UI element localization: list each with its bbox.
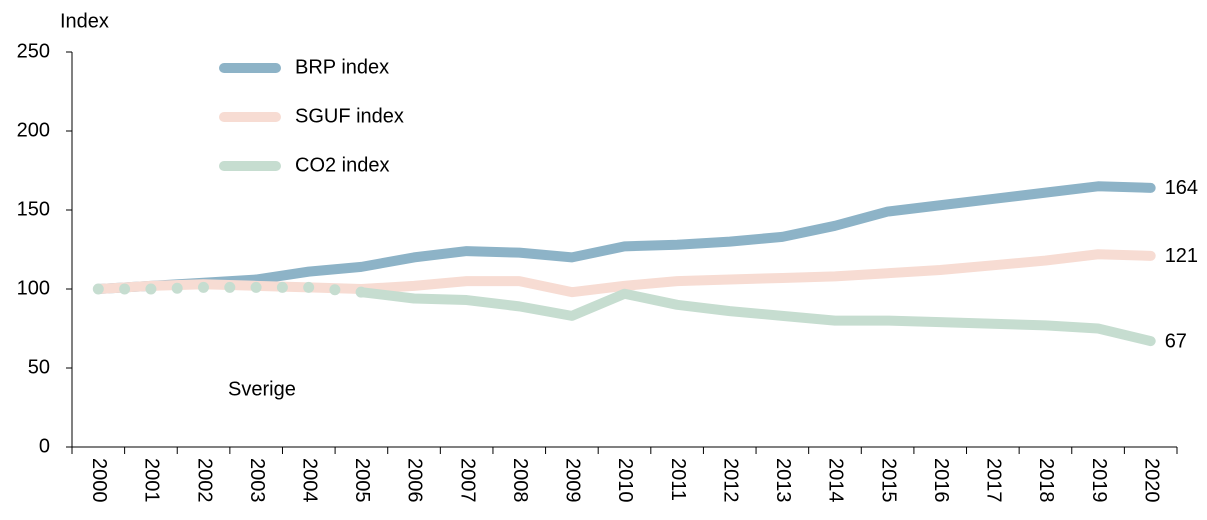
y-tick-label: 0 xyxy=(39,435,50,457)
x-tick-label: 2006 xyxy=(404,458,426,503)
x-tick-label: 2019 xyxy=(1088,458,1110,503)
x-tick-label: 2011 xyxy=(667,458,689,501)
legend-label: SGUF index xyxy=(295,105,404,127)
x-tick-label: 2009 xyxy=(562,458,584,503)
x-tick-label: 2003 xyxy=(246,458,268,503)
x-tick-label: 2012 xyxy=(719,458,741,503)
x-tick-label: 2001 xyxy=(141,458,163,503)
y-tick-label: 150 xyxy=(17,198,50,220)
line xyxy=(93,181,1156,294)
x-tick-label: 2002 xyxy=(193,458,215,503)
line-dotted xyxy=(92,281,367,298)
end-label: 67 xyxy=(1165,330,1187,352)
y-tick-label: 250 xyxy=(17,40,50,62)
x-tick-label: 2010 xyxy=(614,458,636,503)
x-tick-label: 2008 xyxy=(509,458,531,503)
x-tick-label: 2015 xyxy=(877,458,899,503)
line xyxy=(356,287,1156,347)
line xyxy=(93,249,1156,298)
y-axis-label: Index xyxy=(60,10,109,32)
x-tick-label: 2000 xyxy=(88,458,110,503)
x-tick-label: 2018 xyxy=(1035,458,1057,503)
legend-label: CO2 index xyxy=(295,154,390,176)
end-label: 164 xyxy=(1165,177,1198,199)
annotation: Sverige xyxy=(228,378,296,400)
legend-label: BRP index xyxy=(295,56,389,78)
x-tick-label: 2004 xyxy=(299,458,321,503)
x-tick-label: 2020 xyxy=(1140,458,1162,503)
x-tick-label: 2013 xyxy=(772,458,794,503)
x-tick-label: 2005 xyxy=(351,458,373,503)
y-tick-label: 200 xyxy=(17,119,50,141)
x-tick-label: 2007 xyxy=(456,458,478,503)
end-label: 121 xyxy=(1165,245,1198,267)
y-tick-label: 50 xyxy=(28,356,50,378)
y-tick-label: 100 xyxy=(17,277,50,299)
x-tick-label: 2017 xyxy=(983,458,1005,503)
x-tick-label: 2016 xyxy=(930,458,952,503)
x-tick-label: 2014 xyxy=(825,458,847,503)
